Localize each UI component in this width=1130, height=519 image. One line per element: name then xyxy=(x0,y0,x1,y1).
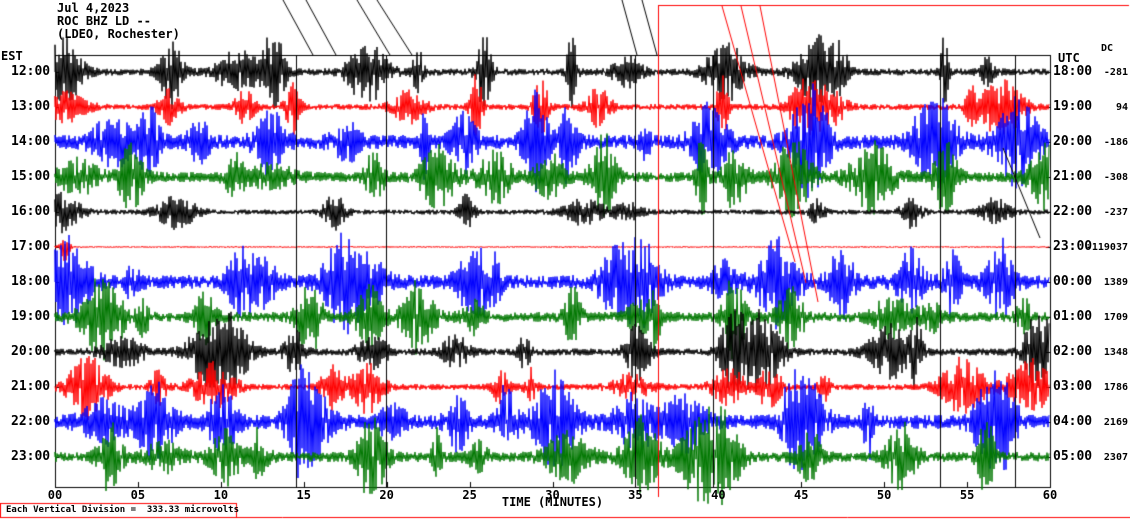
x-tick-label: 15 xyxy=(296,488,311,502)
utc-label: 01:00 xyxy=(1053,309,1093,324)
utc-label: 19:00 xyxy=(1053,99,1093,114)
est-label: 13:00 xyxy=(11,99,51,114)
est-label: 15:00 xyxy=(11,169,51,184)
x-tick-label: 45 xyxy=(794,488,809,502)
utc-label: 00:00 xyxy=(1053,274,1093,289)
x-tick-label: 35 xyxy=(628,488,643,502)
utc-label: 21:00 xyxy=(1053,169,1093,184)
utc-label: 18:00 xyxy=(1053,64,1093,79)
dc-value: 1389 xyxy=(1103,277,1128,288)
utc-label: 20:00 xyxy=(1053,134,1093,149)
dc-value: -308 xyxy=(1103,172,1128,183)
est-label: 17:00 xyxy=(11,239,51,254)
dc-value: 1709 xyxy=(1103,312,1128,323)
utc-label: 23:00 xyxy=(1053,239,1093,254)
x-axis-title: TIME (MINUTES) xyxy=(501,495,604,509)
est-label: 14:00 xyxy=(11,134,51,149)
x-tick-label: 50 xyxy=(876,488,892,502)
dc-value: 1786 xyxy=(1103,382,1128,393)
est-label: 12:00 xyxy=(11,64,51,79)
date-label: Jul 4,2023 xyxy=(57,1,130,15)
x-tick-label: 55 xyxy=(959,488,975,502)
est-label: 23:00 xyxy=(11,449,51,464)
est-label: 22:00 xyxy=(11,414,51,429)
x-tick-label: 00 xyxy=(47,488,63,502)
est-label: 21:00 xyxy=(11,379,51,394)
est-label: 19:00 xyxy=(11,309,51,324)
dc-value: -119037 xyxy=(1085,242,1128,253)
x-tick-label: 10 xyxy=(213,488,229,502)
est-label: 16:00 xyxy=(11,204,51,219)
location-label: (LDEO, Rochester) xyxy=(57,27,180,41)
x-tick-label: 20 xyxy=(379,488,394,502)
dc-value: 1348 xyxy=(1103,347,1128,358)
x-tick-label: 25 xyxy=(462,488,477,502)
est-label: 20:00 xyxy=(11,344,51,359)
utc-label: 22:00 xyxy=(1053,204,1093,219)
right-axis-label: UTC xyxy=(1058,51,1080,65)
station-label: ROC BHZ LD -- xyxy=(57,14,151,28)
dc-value: 2169 xyxy=(1103,417,1128,428)
x-tick-label: 40 xyxy=(711,488,726,502)
utc-label: 03:00 xyxy=(1053,379,1093,394)
dc-value: 2307 xyxy=(1103,452,1128,463)
dc-column-label: DC xyxy=(1101,43,1114,54)
scale-footer: Each Vertical Division = 333.33 microvol… xyxy=(6,505,239,515)
utc-label: 02:00 xyxy=(1053,344,1093,359)
x-tick-label: 05 xyxy=(130,488,146,502)
dc-value: -281 xyxy=(1103,67,1128,78)
est-label: 18:00 xyxy=(11,274,51,289)
dc-value: 94 xyxy=(1115,102,1128,113)
dc-value: -186 xyxy=(1103,137,1128,148)
utc-label: 05:00 xyxy=(1053,449,1093,464)
dc-value: -237 xyxy=(1103,207,1128,218)
utc-label: 04:00 xyxy=(1053,414,1093,429)
left-axis-label: EST xyxy=(1,49,23,63)
x-tick-label: 60 xyxy=(1042,488,1058,502)
x-tick-label: 30 xyxy=(545,488,560,502)
